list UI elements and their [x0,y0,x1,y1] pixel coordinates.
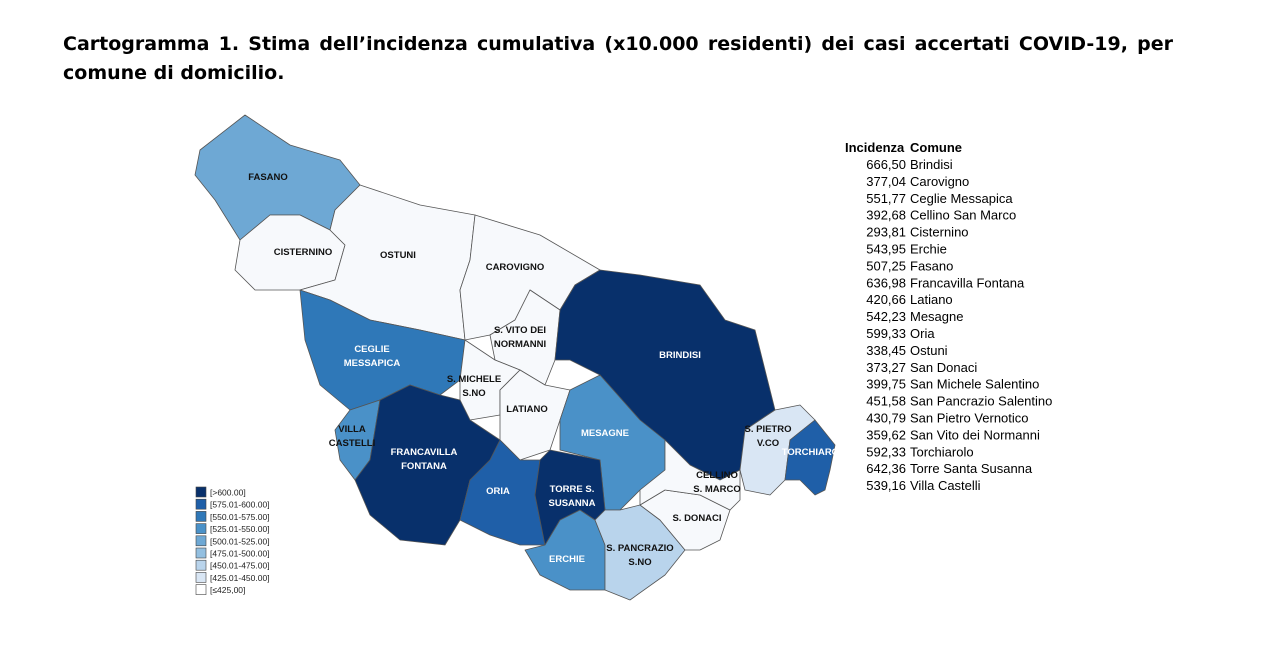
region-label: S. PIETRO [745,424,792,435]
legend-label: [500.01-525.00] [210,536,270,546]
table-cell: 539,16 [866,478,906,493]
table-cell: 451,58 [866,394,906,409]
region-label: SUSANNA [549,498,596,509]
region-label: MESSAPICA [344,358,401,369]
table-header: Incidenza [845,140,905,155]
table-cell: Francavilla Fontana [910,275,1025,290]
table-cell: Villa Castelli [910,478,981,493]
table-cell: 377,04 [866,174,906,189]
table-cell: Torre Santa Susanna [910,461,1033,476]
table-cell: Fasano [910,258,953,273]
legend-label: [525.01-550.00] [210,524,270,534]
table-cell: 373,27 [866,360,906,375]
region [499,369,571,461]
region [784,419,836,496]
region-label: CASTELLI [329,438,375,449]
region-label: TORCHIAROLO [782,447,853,458]
region-label: FASANO [248,172,288,183]
table-cell: Mesagne [910,309,963,324]
table-cell: 542,23 [866,309,906,324]
table-cell: 338,45 [866,343,906,358]
table-cell: San Pietro Vernotico [910,411,1029,426]
region-label: V.CO [757,438,779,449]
region-label: NORMANNI [494,339,546,350]
table-cell: San Donaci [910,360,977,375]
region [594,504,686,601]
table-header: Comune [910,140,962,155]
table-cell: 420,66 [866,292,906,307]
table-cell: 293,81 [866,225,906,240]
legend-swatch [195,584,207,595]
region-label: S. MARCO [693,484,741,495]
region-label: BRINDISI [659,350,701,361]
legend-swatch [195,486,207,498]
legend-label: [575.01-600.00] [210,500,270,510]
legend-swatch [195,559,207,571]
table-cell: 666,50 [866,157,906,172]
table-cell: Latiano [910,292,953,307]
legend-label: [425.01-450.00] [210,573,270,583]
table-cell: 592,33 [866,444,906,459]
region-label: S. VITO DEI [494,325,546,336]
region-label: LATIANO [506,404,548,415]
table-cell: San Pancrazio Salentino [910,394,1052,409]
region-label: CAROVIGNO [486,262,545,273]
region-label: S.NO [628,557,651,568]
region-label: OSTUNI [380,250,416,261]
region-label: S. MICHELE [447,374,501,385]
legend-label: [≤425,00] [210,585,245,595]
table-cell: Brindisi [910,157,953,172]
legend-label: [450.01-475.00] [210,561,270,571]
legend-swatch [195,547,207,559]
region-label: ORIA [486,486,510,497]
region-label: CELLINO [696,470,738,481]
region-label: CEGLIE [354,344,389,355]
table-cell: 642,36 [866,461,906,476]
region-label: S. PANCRAZIO [606,543,673,554]
table-cell: 551,77 [866,191,906,206]
legend-label: [>600.00] [210,488,246,498]
legend-swatch [195,523,207,534]
title: Cartogramma 1. Stima dell’incidenza cumu… [63,33,1173,84]
legend-swatch [195,511,207,522]
table-cell: Cisternino [910,225,969,240]
region [639,439,741,511]
region-label: TORRE S. [550,484,595,495]
table-cell: San Vito dei Normanni [910,427,1040,442]
region-label: S. DONACI [672,513,721,524]
table-cell: 599,33 [866,326,906,341]
regions [194,114,836,601]
legend-label: [550.01-575.00] [210,512,270,522]
region-label: S.NO [462,388,485,399]
table-cell: Cellino San Marco [910,208,1016,223]
table-cell: 507,25 [866,258,906,273]
region-label: FRANCAVILLA [391,447,458,458]
legend-swatch [195,572,207,583]
table-cell: San Michele Salentino [910,377,1039,392]
table-cell: 392,68 [866,208,906,223]
table-cell: Erchie [910,242,947,257]
table-cell: 430,79 [866,411,906,426]
region-label: FONTANA [401,461,447,472]
table-cell: Ceglie Messapica [910,191,1013,206]
table-cell: Oria [910,326,935,341]
table-cell: 636,98 [866,275,906,290]
table-cell: Torchiarolo [910,444,974,459]
region-label: VILLA [338,424,366,435]
table-cell: Ostuni [910,343,948,358]
table-cell: 543,95 [866,242,906,257]
legend-swatch [195,535,207,547]
legend-swatch [195,498,207,510]
region-label: MESAGNE [581,428,629,439]
table-cell: 399,75 [866,377,906,392]
table-cell: 359,62 [866,427,906,442]
legend-label: [475.01-500.00] [210,549,270,559]
table-cell: Carovigno [910,174,969,189]
region-label: ERCHIE [549,554,585,565]
region-label: CISTERNINO [274,247,333,258]
